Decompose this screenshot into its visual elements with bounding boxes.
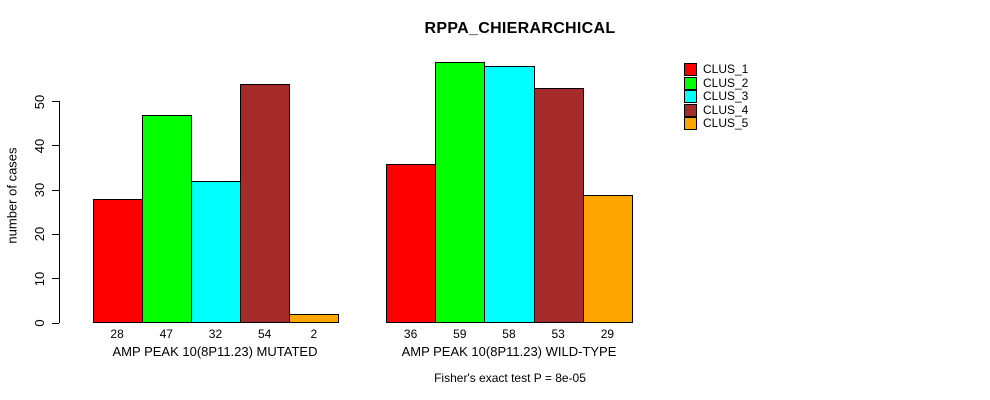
bar-clus_1-group2: [386, 164, 437, 323]
bar-clus_1-group1: [92, 199, 143, 323]
group-label-wild-type: AMP PEAK 10(8P11.23) WILD-TYPE: [401, 344, 617, 359]
group-label-mutated: AMP PEAK 10(8P11.23) MUTATED: [112, 344, 318, 359]
legend-item-clus_1: CLUS_1: [684, 63, 748, 76]
y-tick-mark: [52, 233, 59, 235]
bar-clus_2-group2: [435, 62, 486, 323]
y-tick-label: 0: [32, 319, 47, 327]
bar-value-label: 54: [258, 327, 272, 341]
y-tick-mark: [52, 101, 59, 102]
y-tick-label: 20: [32, 227, 47, 242]
legend-label: CLUS_5: [703, 116, 749, 130]
bar-clus_5-group1: [289, 314, 340, 323]
y-axis-line: [59, 101, 60, 323]
bar-value-label: 53: [551, 327, 565, 341]
annotation-fisher-test: Fisher's exact test P = 8e-05: [434, 371, 586, 385]
legend-item-clus_2: CLUS_2: [684, 75, 749, 90]
legend-item-clus_3: CLUS_3: [684, 90, 748, 103]
legend: CLUS_1 CLUS_2 CLUS_3 CLUS_4 CLUS_5: [684, 63, 748, 131]
bar-clus_4-group2: [533, 88, 584, 323]
bar-clus_3-group2: [484, 66, 535, 323]
legend-label: CLUS_2: [703, 75, 749, 90]
y-tick-mark: [52, 145, 59, 147]
legend-swatch-icon: [684, 76, 697, 90]
bar-value-label: 2: [310, 327, 318, 341]
legend-label: CLUS_1: [703, 62, 749, 76]
y-tick-mark: [52, 322, 59, 324]
bar-clus_5-group2: [582, 195, 633, 323]
bar-clus_4-group1: [240, 84, 291, 323]
bar-clus_2-group1: [141, 115, 192, 323]
y-axis-label: number of cases: [4, 147, 20, 244]
y-tick-label: 50: [32, 94, 47, 109]
y-tick-mark: [52, 189, 59, 191]
y-tick-mark: [52, 278, 59, 280]
bar-value-label: 28: [110, 327, 124, 341]
bar-value-label: 32: [208, 327, 223, 341]
bar-clus_3-group1: [190, 181, 242, 323]
legend-swatch-icon: [684, 117, 697, 130]
legend-swatch-icon: [684, 63, 697, 76]
bar-value-label: 58: [502, 327, 516, 341]
bar-value-label: 59: [453, 327, 467, 341]
y-tick-label: 40: [32, 138, 47, 154]
legend-label: CLUS_3: [703, 89, 749, 103]
bar-value-label: 29: [600, 327, 615, 341]
y-tick-label: 30: [32, 182, 47, 198]
y-tick-label: 10: [32, 271, 47, 286]
legend-item-clus_4: CLUS_4: [684, 102, 749, 117]
legend-swatch-icon: [684, 103, 697, 117]
legend-item-clus_5: CLUS_5: [684, 117, 748, 130]
legend-label: CLUS_4: [703, 102, 749, 117]
chart-title: RPPA_CHIERARCHICAL: [424, 20, 616, 37]
legend-swatch-icon: [684, 90, 697, 103]
bar-value-label: 47: [159, 327, 173, 341]
bar-value-label: 36: [403, 327, 418, 341]
